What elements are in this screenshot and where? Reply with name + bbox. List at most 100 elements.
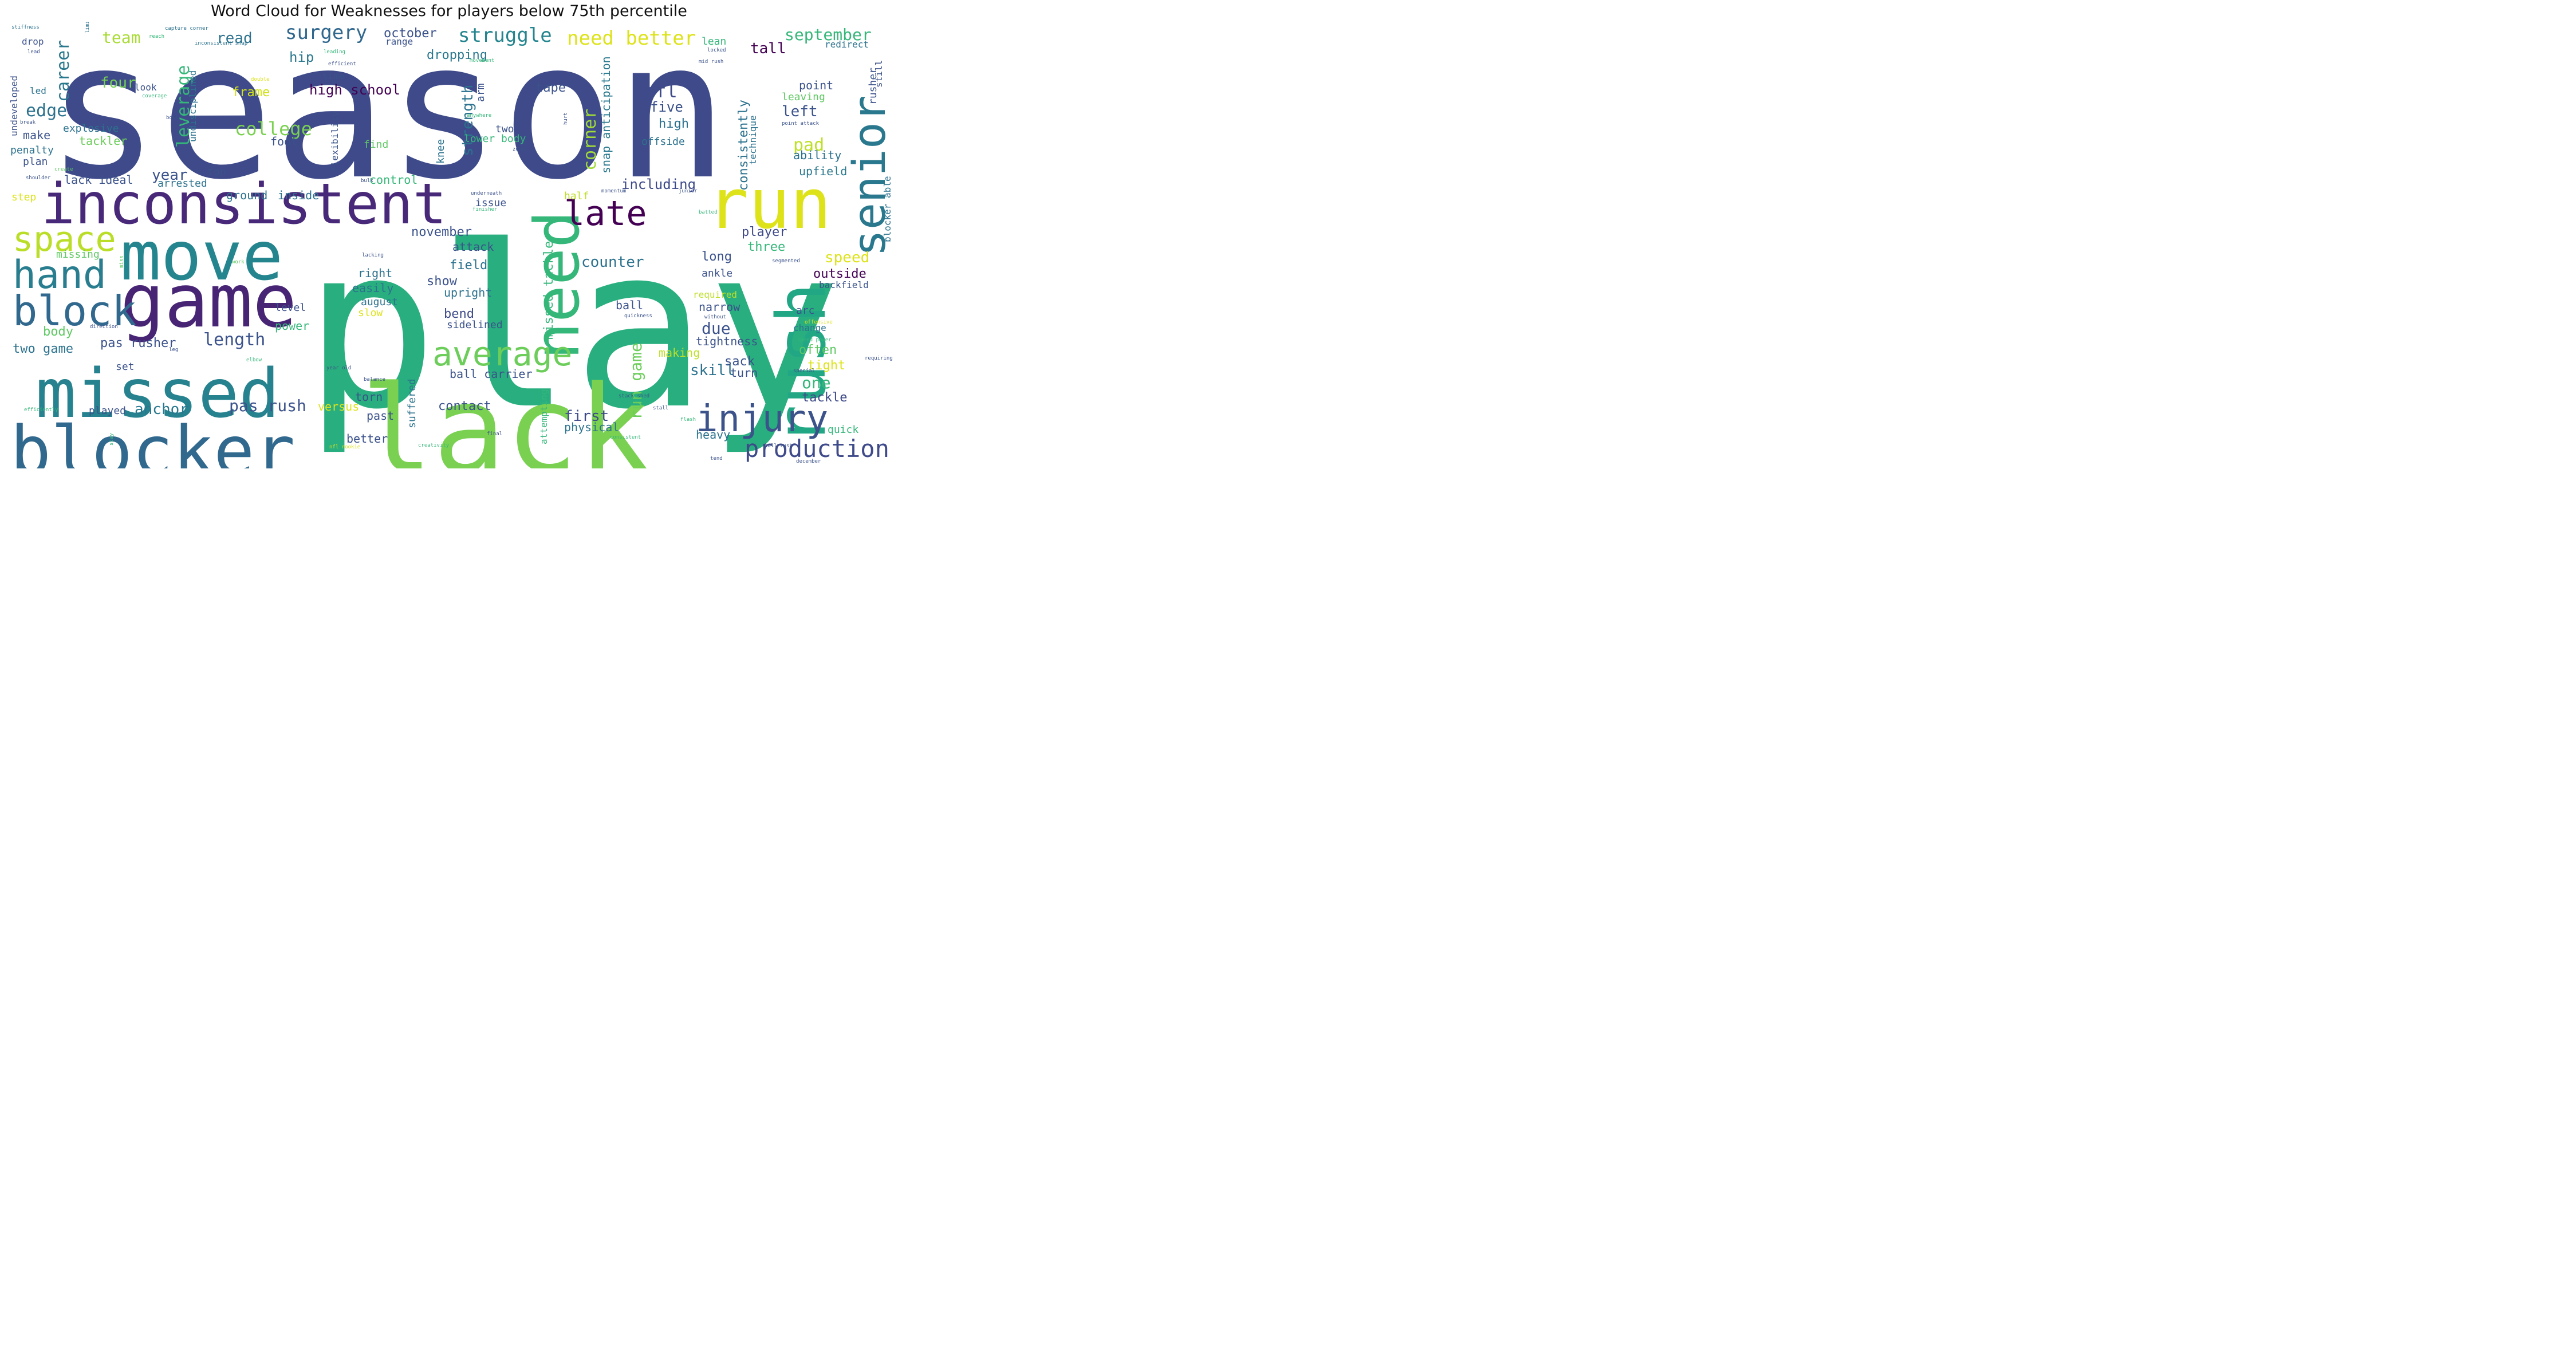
word-foot: foot (270, 135, 298, 148)
word-tackler: tackler (79, 134, 127, 148)
word-tend: tend (710, 456, 723, 462)
word-high: high (659, 117, 689, 131)
word-finisher: finisher (472, 207, 498, 212)
word-missing: missing (56, 249, 100, 261)
word-often: often (799, 343, 837, 357)
word-production: production (745, 435, 889, 463)
word-field: field (450, 258, 487, 273)
word-power: power (275, 319, 309, 333)
word-high-school: high school (309, 82, 400, 98)
word-tackle: tackle (802, 391, 847, 405)
word-zone: zone (513, 147, 525, 152)
word-ability: ability (793, 148, 841, 162)
word-time: time (322, 70, 345, 81)
word-undisciplined: undisciplined (187, 70, 198, 142)
word-corner: corner (580, 109, 600, 171)
word-length: length (203, 330, 265, 350)
word-better: better (346, 432, 388, 446)
word-bowl: bowl (166, 115, 179, 121)
word-momentum: momentum (601, 188, 626, 194)
word-technique: technique (747, 115, 758, 165)
word-explosive: explosive (63, 123, 119, 135)
word-game: game (120, 259, 297, 344)
word-versus: versus (318, 400, 359, 413)
word-half: half (564, 190, 589, 202)
word-blocker: blocker (10, 411, 295, 468)
word-knee: knee (435, 139, 447, 164)
word-led: led (30, 85, 46, 96)
word-two-game: two game (13, 342, 73, 356)
word-august: august (361, 296, 398, 308)
word-requiring: requiring (865, 356, 892, 361)
word-step: step (11, 191, 36, 203)
word-snap-anticipation: snap anticipation (599, 56, 613, 174)
word-lower-body: lower body (464, 133, 526, 145)
word-heavy: heavy (696, 428, 730, 442)
word-block: block (13, 287, 137, 335)
word-read: read (216, 30, 253, 47)
word-tight: tight (808, 358, 845, 373)
word-underneath: underneath (471, 191, 502, 196)
word-lacking: lacking (362, 253, 384, 258)
word-inconsistent-snap: inconsistent snap (195, 41, 247, 46)
word-hip: hip (289, 49, 314, 65)
word-look: look (135, 82, 157, 93)
word-balance: balance (364, 377, 385, 383)
word-arc: arc (796, 305, 815, 317)
word-two: two (495, 123, 514, 135)
word-efficiently: efficiently (24, 407, 58, 413)
word-year-old: year old (326, 365, 351, 371)
word-offside: offside (641, 136, 685, 148)
word-show: show (427, 274, 458, 289)
word-including: including (621, 176, 696, 192)
word-average: average (432, 334, 572, 373)
word-right: right (358, 266, 392, 280)
word-batted: batted (699, 210, 718, 215)
word-ball-carrier: ball carrier (450, 367, 533, 381)
word-career: career (53, 40, 73, 102)
word-creativity: creativity (418, 443, 450, 448)
word-arm: arm (475, 83, 487, 102)
word-set: set (116, 361, 135, 373)
word-surgery: surgery (285, 22, 367, 44)
word-change: change (793, 322, 826, 333)
word-left: left (782, 103, 818, 120)
word-making: making (659, 346, 700, 360)
word-offensive: offensive (805, 320, 833, 325)
word-control: control (369, 173, 417, 187)
word-edge: edge (26, 101, 67, 121)
word-penalty: penalty (10, 144, 54, 156)
word-december: december (796, 459, 821, 464)
word-nfl: nfl (644, 80, 678, 102)
word-backfield: backfield (819, 279, 869, 290)
word-sidelined: sidelined (447, 319, 503, 331)
word-stack-shed: stack shed (619, 393, 649, 399)
word-tall: tall (750, 40, 786, 57)
word-pas-rusher: pas rusher (100, 336, 176, 350)
word-college: college (235, 118, 312, 140)
word-still: still (873, 60, 884, 88)
word-tape: tape (535, 81, 566, 95)
word-stiffness: stiffness (11, 25, 40, 30)
word-body: body (43, 325, 73, 339)
word-leverage: leverage (174, 65, 194, 148)
word-issue: issue (475, 197, 506, 209)
word-played: played (89, 405, 126, 417)
word-november: november (411, 225, 472, 239)
word-lack: lack (361, 360, 651, 468)
word-coverage: coverage (142, 93, 167, 99)
word-october: october (384, 26, 437, 41)
word-double: double (251, 77, 270, 82)
word-stay: stay (109, 433, 115, 446)
word-level: level (275, 302, 306, 314)
word-upfield: upfield (799, 164, 847, 178)
word-undeveloped: undeveloped (9, 76, 19, 136)
word-leading: leading (324, 49, 345, 55)
word-speed: speed (825, 249, 869, 266)
word-rusher: rusher (867, 68, 879, 105)
word-find: find (364, 139, 388, 151)
word-four: four (100, 74, 136, 92)
word-flash: flash (680, 417, 696, 423)
word-contact: contact (438, 399, 491, 413)
word-final: final (487, 431, 502, 437)
